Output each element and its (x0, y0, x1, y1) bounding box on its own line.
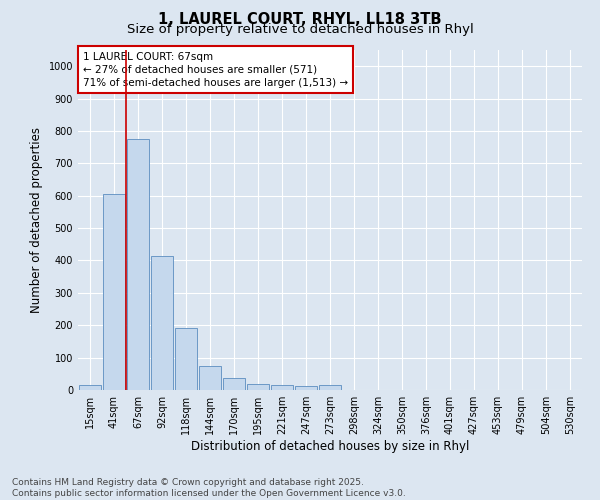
Bar (223, 378, 245, 390)
Bar (199, 366, 221, 390)
Bar (271, 385, 293, 390)
Bar (103, 194, 125, 390)
Bar (319, 386, 341, 390)
Y-axis label: Number of detached properties: Number of detached properties (30, 127, 43, 313)
Bar (79, 385, 101, 390)
Bar (175, 328, 197, 390)
Text: 1 LAUREL COURT: 67sqm
← 27% of detached houses are smaller (571)
71% of semi-det: 1 LAUREL COURT: 67sqm ← 27% of detached … (83, 52, 348, 88)
X-axis label: Distribution of detached houses by size in Rhyl: Distribution of detached houses by size … (191, 440, 469, 453)
Bar (151, 256, 173, 390)
Text: Contains HM Land Registry data © Crown copyright and database right 2025.
Contai: Contains HM Land Registry data © Crown c… (12, 478, 406, 498)
Bar (127, 139, 149, 390)
Text: Size of property relative to detached houses in Rhyl: Size of property relative to detached ho… (127, 22, 473, 36)
Bar (247, 384, 269, 390)
Text: 1, LAUREL COURT, RHYL, LL18 3TB: 1, LAUREL COURT, RHYL, LL18 3TB (158, 12, 442, 28)
Bar (295, 386, 317, 390)
